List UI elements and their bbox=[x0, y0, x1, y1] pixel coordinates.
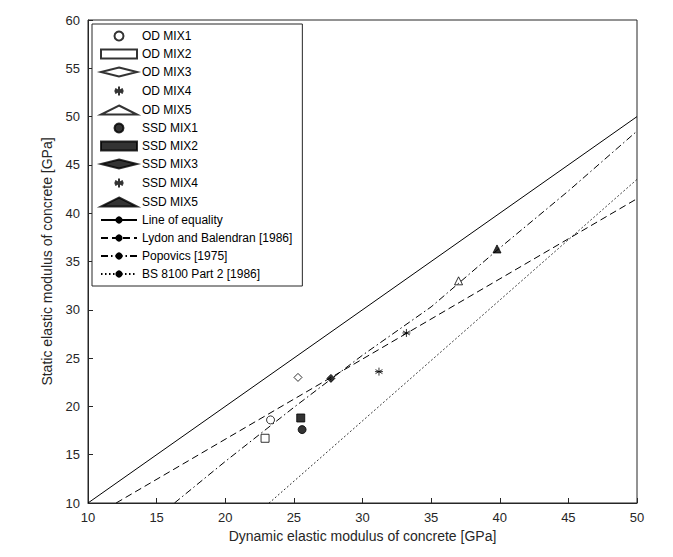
svg-text:SSD MIX1: SSD MIX1 bbox=[142, 121, 198, 135]
svg-text:30: 30 bbox=[66, 302, 80, 317]
svg-text:Lydon and Balendran [1986]: Lydon and Balendran [1986] bbox=[142, 231, 292, 245]
svg-text:OD MIX1: OD MIX1 bbox=[142, 29, 192, 43]
svg-text:SSD MIX4: SSD MIX4 bbox=[142, 176, 198, 190]
svg-text:OD MIX5: OD MIX5 bbox=[142, 103, 192, 117]
svg-text:45: 45 bbox=[561, 510, 575, 525]
svg-text:SSD MIX2: SSD MIX2 bbox=[142, 139, 198, 153]
svg-text:60: 60 bbox=[66, 13, 80, 28]
svg-text:Dynamic elastic modulus of con: Dynamic elastic modulus of concrete [GPa… bbox=[229, 528, 497, 544]
svg-text:Popovics [1975]: Popovics [1975] bbox=[142, 249, 227, 263]
svg-text:45: 45 bbox=[66, 157, 80, 172]
svg-text:50: 50 bbox=[630, 510, 644, 525]
svg-text:40: 40 bbox=[493, 510, 507, 525]
svg-text:OD MIX2: OD MIX2 bbox=[142, 47, 192, 61]
svg-text:SSD MIX5: SSD MIX5 bbox=[142, 195, 198, 209]
svg-text:15: 15 bbox=[149, 510, 163, 525]
svg-text:OD MIX3: OD MIX3 bbox=[142, 65, 192, 79]
svg-text:Static elastic modulus of conc: Static elastic modulus of concrete [GPa] bbox=[39, 137, 55, 385]
svg-text:35: 35 bbox=[424, 510, 438, 525]
svg-text:SSD MIX3: SSD MIX3 bbox=[142, 157, 198, 171]
svg-text:OD MIX4: OD MIX4 bbox=[142, 84, 192, 98]
svg-text:10: 10 bbox=[81, 510, 95, 525]
svg-text:15: 15 bbox=[66, 447, 80, 462]
svg-text:25: 25 bbox=[287, 510, 301, 525]
svg-text:20: 20 bbox=[218, 510, 232, 525]
svg-text:40: 40 bbox=[66, 206, 80, 221]
svg-text:55: 55 bbox=[66, 61, 80, 76]
svg-text:30: 30 bbox=[355, 510, 369, 525]
svg-text:50: 50 bbox=[66, 109, 80, 124]
svg-text:BS 8100 Part 2 [1986]: BS 8100 Part 2 [1986] bbox=[142, 267, 260, 281]
svg-text:25: 25 bbox=[66, 351, 80, 366]
svg-text:10: 10 bbox=[66, 496, 80, 511]
svg-text:35: 35 bbox=[66, 254, 80, 269]
svg-text:20: 20 bbox=[66, 399, 80, 414]
svg-text:Line of equality: Line of equality bbox=[142, 213, 223, 227]
